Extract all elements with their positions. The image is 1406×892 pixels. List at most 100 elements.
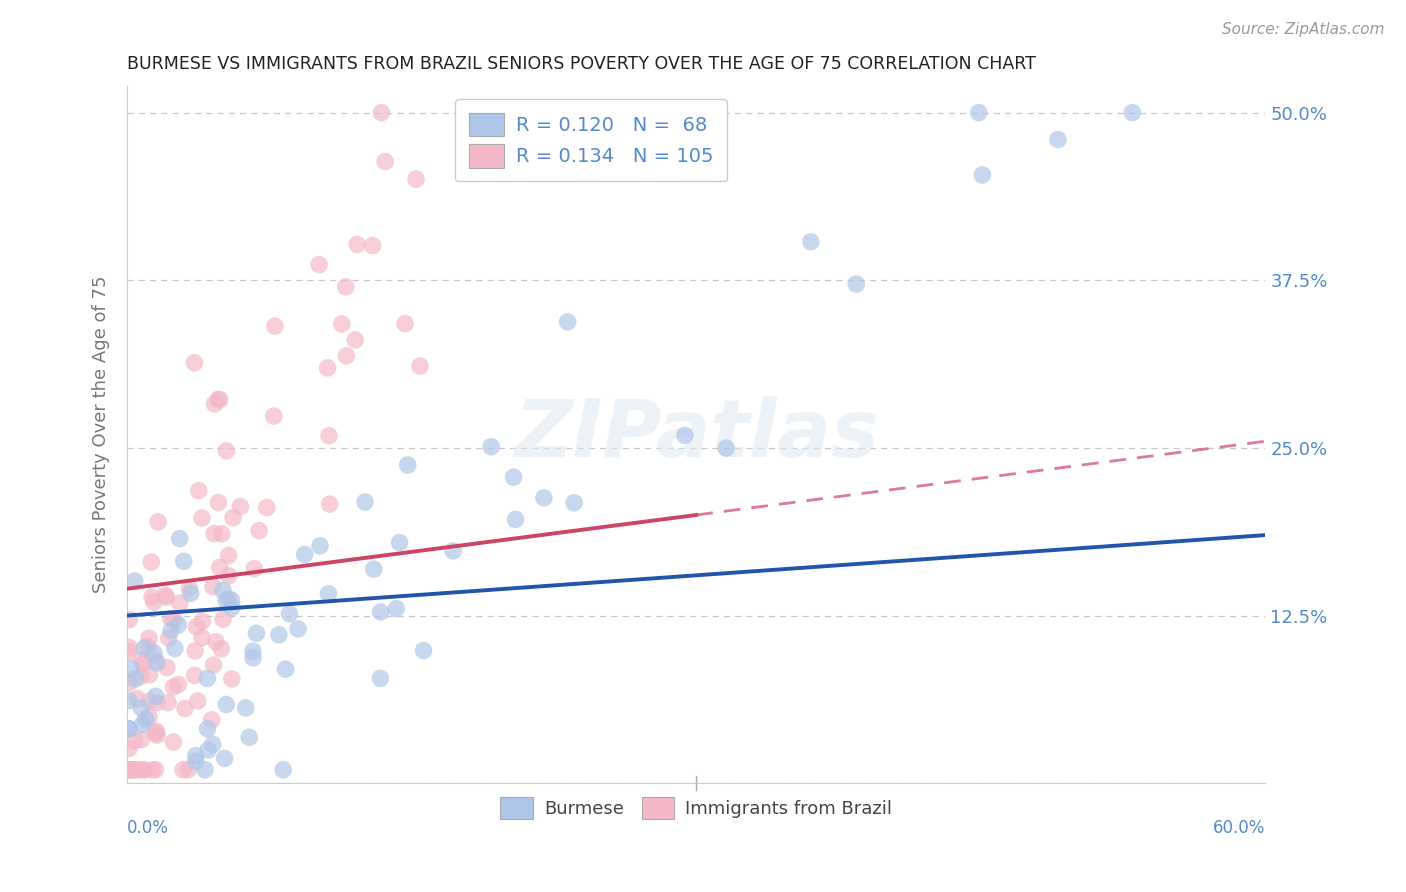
Point (191, 631, 214, 645)
Point (673, 428, 696, 442)
Point (124, 672, 146, 686)
Point (118, 763, 141, 777)
Point (118, 763, 141, 777)
Text: ZIPatlas: ZIPatlas (513, 395, 879, 474)
Point (245, 626, 267, 640)
Point (263, 409, 285, 423)
Point (145, 654, 167, 668)
Point (221, 600, 243, 615)
Point (118, 693, 141, 707)
Point (145, 726, 167, 740)
Point (141, 590, 163, 604)
Point (967, 105, 990, 120)
Point (191, 614, 214, 628)
Point (318, 497, 340, 511)
Point (212, 583, 235, 598)
Point (162, 735, 184, 749)
Point (370, 105, 392, 120)
Point (156, 660, 179, 674)
Point (205, 634, 228, 648)
Point (129, 701, 152, 715)
Point (1047, 132, 1070, 146)
Point (187, 694, 209, 708)
Point (441, 544, 464, 558)
Point (209, 641, 232, 656)
Y-axis label: Seniors Poverty Over the Age of 75: Seniors Poverty Over the Age of 75 (93, 276, 110, 593)
Point (155, 588, 177, 602)
Point (207, 495, 229, 509)
Point (335, 349, 357, 363)
Point (502, 470, 524, 484)
Point (146, 696, 169, 710)
Point (118, 722, 141, 736)
Point (201, 713, 224, 727)
Point (145, 724, 167, 739)
Point (330, 317, 353, 331)
Point (370, 671, 392, 685)
Text: 60.0%: 60.0% (1213, 820, 1265, 838)
Point (388, 535, 411, 549)
Point (131, 653, 153, 667)
Point (562, 496, 585, 510)
Legend: Burmese, Immigrants from Brazil: Burmese, Immigrants from Brazil (494, 790, 900, 827)
Point (264, 319, 287, 334)
Point (1121, 105, 1143, 120)
Point (972, 168, 994, 182)
Point (361, 238, 384, 252)
Point (242, 650, 264, 665)
Point (218, 549, 240, 563)
Point (479, 440, 502, 454)
Point (363, 562, 385, 576)
Point (134, 763, 156, 777)
Point (138, 631, 160, 645)
Point (533, 491, 555, 505)
Point (146, 728, 169, 742)
Point (405, 172, 427, 186)
Point (278, 607, 301, 621)
Point (127, 691, 149, 706)
Point (197, 743, 219, 757)
Point (412, 643, 434, 657)
Point (370, 605, 392, 619)
Point (191, 511, 214, 525)
Point (217, 591, 239, 606)
Point (120, 661, 142, 675)
Point (374, 154, 396, 169)
Point (218, 569, 240, 583)
Point (124, 734, 146, 748)
Point (385, 601, 408, 615)
Point (222, 510, 245, 524)
Point (141, 763, 163, 777)
Point (238, 731, 260, 745)
Point (221, 672, 243, 686)
Point (194, 763, 217, 777)
Point (169, 596, 191, 610)
Point (155, 590, 177, 604)
Point (215, 698, 238, 712)
Point (308, 258, 330, 272)
Point (201, 738, 224, 752)
Point (256, 500, 278, 515)
Point (138, 667, 160, 681)
Point (184, 748, 207, 763)
Point (138, 710, 160, 724)
Point (167, 618, 190, 632)
Point (214, 751, 236, 765)
Point (120, 763, 142, 777)
Point (187, 483, 209, 498)
Point (215, 443, 238, 458)
Point (235, 701, 257, 715)
Point (124, 763, 146, 777)
Point (184, 755, 207, 769)
Point (202, 526, 225, 541)
Point (208, 392, 231, 407)
Point (465, 136, 488, 150)
Point (118, 676, 141, 690)
Point (714, 441, 737, 455)
Point (174, 701, 197, 715)
Point (211, 527, 233, 541)
Point (186, 620, 208, 634)
Point (120, 763, 142, 777)
Point (344, 333, 367, 347)
Point (557, 315, 579, 329)
